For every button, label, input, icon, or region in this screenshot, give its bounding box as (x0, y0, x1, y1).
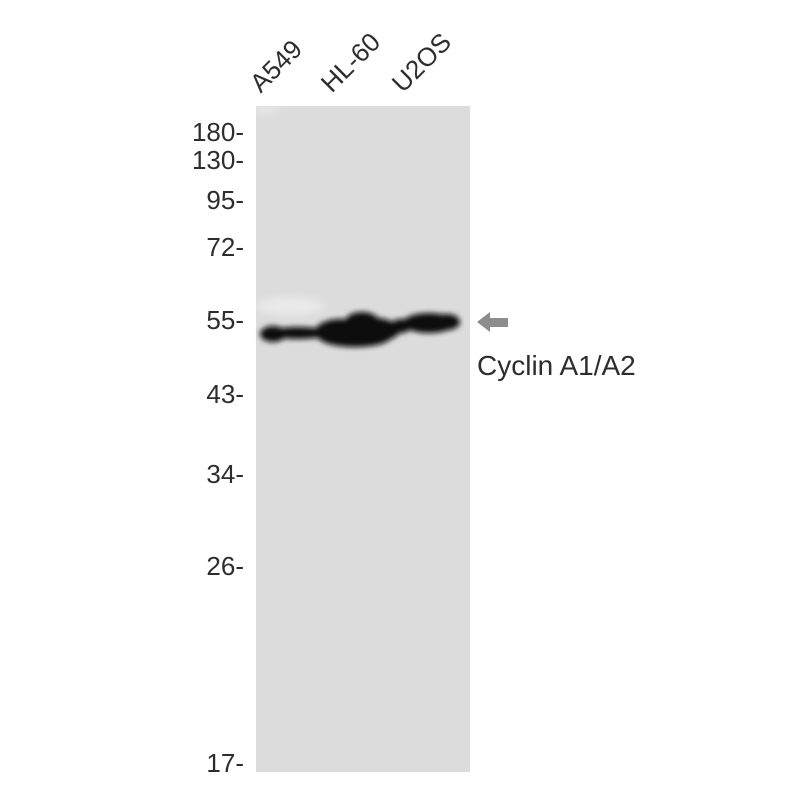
mw-marker-17: 17- (206, 748, 244, 778)
band-target-label: Cyclin A1/A2 (477, 350, 636, 381)
mw-marker-95: 95- (206, 185, 244, 215)
band-pointer-arrow-icon (477, 312, 508, 332)
mw-marker-72: 72- (206, 232, 244, 262)
lane-label-u2os: U2OS (385, 26, 458, 98)
lane-label-hl60: HL-60 (314, 26, 387, 98)
mw-marker-34: 34- (206, 459, 244, 489)
mw-marker-43: 43- (206, 379, 244, 409)
blot-membrane (256, 106, 470, 772)
mw-marker-130: 130- (191, 145, 244, 175)
mw-marker-26: 26- (206, 551, 244, 581)
mw-marker-180: 180- (191, 117, 244, 147)
lane-label-a549: A549 (243, 33, 308, 98)
mw-marker-55: 55- (206, 305, 244, 335)
